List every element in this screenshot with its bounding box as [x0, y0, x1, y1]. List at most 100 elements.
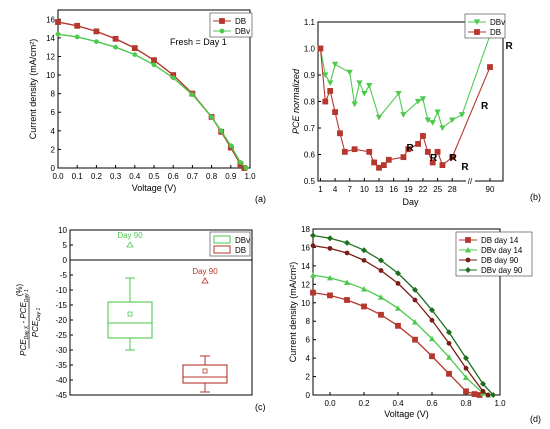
- x-tick-label-a: 0.2: [91, 172, 103, 181]
- legend-label-d-1: DBv day 14: [481, 246, 523, 255]
- data-point-b-1: [322, 98, 329, 105]
- legend-label-c-0: DBv: [235, 236, 250, 245]
- data-point-a-1: [228, 143, 234, 149]
- y-tick-label-c: -10: [55, 286, 67, 295]
- data-point-b-1: [317, 45, 324, 52]
- y-tick-label-b: 0.7: [304, 124, 316, 133]
- panel-c-tag: (c): [255, 402, 266, 412]
- x-tick-label-b: 7: [348, 185, 353, 194]
- data-point-b-1: [371, 159, 378, 166]
- legend-marker-a-0: [219, 18, 225, 24]
- x-tick-label-b: 25: [433, 185, 442, 194]
- y-tick-label-b: 0.8: [304, 98, 316, 107]
- data-point-d-0: [378, 311, 384, 318]
- y-axis-label-d: Current density (mA/cm²): [288, 262, 298, 363]
- data-point-b-1: [487, 64, 493, 70]
- data-point-d-1: [463, 374, 469, 380]
- data-point-d-3: [412, 286, 418, 293]
- y-tick-label-d: 2: [306, 373, 311, 382]
- legend-marker-b-0: [473, 19, 481, 25]
- outlier-marker-c-1: [201, 277, 209, 284]
- axis-break-gap-b: [466, 177, 475, 185]
- y-tick-label-c: 10: [58, 226, 67, 235]
- x-tick-label-d: 0.6: [426, 399, 438, 408]
- x-tick-label-d: 0.4: [392, 399, 404, 408]
- data-point-b-1: [332, 109, 338, 115]
- data-point-d-1: [344, 279, 350, 285]
- axis-break-b: //: [468, 177, 473, 186]
- regeneration-marker-b: R: [461, 162, 469, 173]
- data-point-d-2: [310, 243, 316, 249]
- x-axis-label-d: Voltage (V): [384, 409, 429, 419]
- data-point-b-1: [366, 148, 373, 155]
- data-point-b-1: [429, 159, 436, 166]
- y-tick-label-a: 2: [51, 145, 56, 154]
- data-point-d-0: [412, 336, 418, 343]
- x-tick-label-a: 0.4: [129, 172, 141, 181]
- y-label-sub-c: Day 1: [36, 308, 42, 321]
- y-tick-label-a: 0: [51, 164, 56, 173]
- x-tick-label-b: 10: [360, 185, 369, 194]
- legend-swatch-c-1: [213, 245, 231, 254]
- regeneration-marker-b: R: [450, 153, 458, 164]
- data-point-d-0: [446, 370, 452, 377]
- x-tick-label-d: 0.2: [358, 399, 370, 408]
- data-point-a-1: [238, 160, 243, 165]
- data-point-d-0: [344, 297, 350, 303]
- data-point-b-0: [458, 112, 466, 118]
- data-point-a-0: [151, 57, 157, 64]
- y-tick-label-d: 12: [301, 280, 310, 289]
- legend-marker-d-1: [465, 247, 471, 253]
- data-point-a-1: [209, 114, 215, 120]
- data-point-b-0: [366, 83, 373, 89]
- data-point-a-0: [74, 22, 81, 29]
- data-point-d-2: [378, 268, 384, 273]
- data-point-d-0: [327, 292, 333, 299]
- legend-label-d-0: DB day 14: [481, 236, 519, 245]
- data-point-d-2: [412, 297, 418, 303]
- data-point-d-2: [344, 250, 350, 256]
- box-c-1: [182, 364, 228, 384]
- data-point-a-0: [93, 28, 100, 35]
- y-tick-label-a: 6: [51, 108, 56, 117]
- legend-label-a-1: DBv: [235, 27, 250, 36]
- regeneration-marker-b: R: [505, 41, 513, 52]
- y-tick-label-d: 10: [301, 299, 310, 308]
- data-point-d-3: [344, 239, 350, 246]
- y-tick-label-d: 14: [301, 262, 310, 271]
- mean-marker-c-1: [202, 368, 208, 374]
- data-point-d-0: [395, 322, 401, 329]
- regeneration-marker-b: R: [430, 153, 438, 164]
- data-point-b-1: [376, 164, 382, 171]
- x-tick-label-a: 0.7: [187, 172, 199, 181]
- y-tick-label-b: 0.6: [304, 151, 316, 160]
- data-point-b-0: [439, 125, 446, 131]
- series-line-d-3: [312, 234, 494, 396]
- data-point-d-3: [490, 392, 497, 398]
- data-point-d-0: [471, 391, 478, 397]
- data-point-b-1: [380, 162, 387, 168]
- data-point-d-2: [327, 245, 333, 251]
- data-point-a-0: [112, 35, 119, 42]
- x-tick-label-b: 13: [375, 185, 384, 194]
- panel-d-tag: (d): [530, 414, 541, 424]
- x-tick-label-b: 28: [448, 185, 457, 194]
- x-tick-label-b: 16: [389, 185, 398, 194]
- data-point-b-0: [356, 80, 363, 86]
- data-point-d-3: [429, 307, 435, 314]
- series-line-d-0: [312, 291, 480, 396]
- series-line-d-2: [312, 244, 489, 396]
- data-point-b-1: [439, 162, 446, 168]
- y-tick-label-c: -40: [55, 376, 67, 385]
- data-point-d-3: [378, 257, 384, 264]
- data-point-b-1: [351, 146, 358, 153]
- regeneration-marker-b: R: [481, 101, 489, 112]
- y-tick-label-a: 4: [51, 127, 56, 136]
- legend-swatch-c-0: [213, 235, 231, 244]
- data-point-d-1: [395, 305, 401, 311]
- y-tick-label-a: 14: [46, 34, 55, 43]
- data-point-a-0: [131, 45, 138, 52]
- x-tick-label-d: 0.8: [460, 399, 472, 408]
- data-point-b-1: [434, 148, 441, 155]
- y-tick-label-b: 0.9: [304, 71, 316, 80]
